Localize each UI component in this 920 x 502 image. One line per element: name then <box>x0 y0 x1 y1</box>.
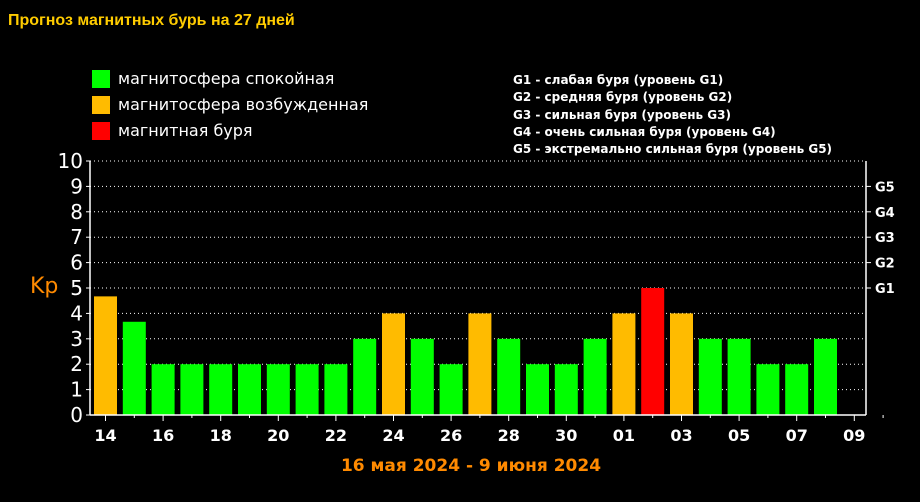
kp-bar <box>266 364 290 415</box>
g-scale-item: G5 - экстремально сильная буря (уровень … <box>513 142 833 157</box>
g-scale-item: G3 - сильная буря (уровень G3) <box>513 107 731 122</box>
y-axis-label: Kp <box>30 274 59 299</box>
kp-bar <box>583 338 607 415</box>
legend-swatch-storm <box>92 122 110 140</box>
y-tick-label: 10 <box>58 149 83 173</box>
kp-bar <box>238 364 261 415</box>
y-tick-label: 3 <box>70 327 83 351</box>
g-scale-legend: G1 - слабая буря (уровень G1) G2 - средн… <box>513 72 832 158</box>
kp-bar <box>554 364 578 415</box>
kp-bar <box>410 338 434 415</box>
kp-bar <box>468 313 492 415</box>
x-tick-label: 18 <box>210 426 232 445</box>
kp-bar <box>526 364 549 415</box>
date-range-label: 16 мая 2024 - 9 июня 2024 <box>340 456 602 476</box>
kp-bar <box>353 338 377 415</box>
y-tick-label: 0 <box>70 403 83 427</box>
g-tick-label: G3 <box>875 231 895 246</box>
legend-swatch-excited <box>92 96 110 114</box>
chart-title: Прогноз магнитных бурь на 27 дней <box>8 12 295 29</box>
y-tick-label: 1 <box>70 378 83 402</box>
kp-bar <box>122 321 146 415</box>
g-tick-label: G1 <box>875 282 895 297</box>
kp-bar <box>670 313 693 415</box>
kp-bar <box>151 364 175 415</box>
kp-bar <box>324 364 348 415</box>
g-scale-item: G4 - очень сильная буря (уровень G4) <box>513 124 776 139</box>
kp-bar <box>497 338 521 415</box>
y-tick-label: 5 <box>70 276 83 300</box>
legend-label-storm: магнитная буря <box>118 121 253 140</box>
x-tick-label: 20 <box>267 426 289 445</box>
x-tick-label: 22 <box>325 426 347 445</box>
x-tick-label: 30 <box>555 426 577 445</box>
x-tick-label: 14 <box>94 426 116 445</box>
x-tick-label: 07 <box>786 426 808 445</box>
y-tick-label: 7 <box>70 225 83 249</box>
g-tick-label: G2 <box>875 257 895 272</box>
kp-bar <box>382 313 405 415</box>
x-tick-label: 05 <box>728 426 750 445</box>
kp-bar <box>785 364 809 415</box>
g-scale-item: G2 - средняя буря (уровень G2) <box>513 90 733 105</box>
kp-bar <box>209 364 233 415</box>
g-scale-item: G1 - слабая буря (уровень G1) <box>513 73 724 87</box>
kp-bar <box>641 288 665 415</box>
x-tick-label: 28 <box>498 426 520 445</box>
x-tick-label: 16 <box>152 426 174 445</box>
x-tick-label: 26 <box>440 426 462 445</box>
y-tick-label: 8 <box>70 200 83 224</box>
kp-bar <box>180 364 204 415</box>
y-tick-label: 6 <box>70 251 83 275</box>
y-tick-label: 9 <box>70 174 83 198</box>
kp-bar <box>756 364 780 415</box>
x-tick-label: 03 <box>670 426 692 445</box>
kp-bar <box>698 338 722 415</box>
x-tick-label: 09 <box>843 426 865 445</box>
legend-label-calm: магнитосфера спокойная <box>118 69 335 88</box>
legend-label-excited: магнитосфера возбужденная <box>118 95 369 114</box>
g-tick-label: G4 <box>875 206 895 221</box>
kp-bar <box>814 338 837 415</box>
kp-bar <box>439 364 463 415</box>
x-tick-label: 24 <box>382 426 404 445</box>
y-tick-label: 2 <box>70 352 83 376</box>
kp-bar <box>727 338 751 415</box>
kp-bar <box>612 313 636 415</box>
kp-bar <box>295 364 319 415</box>
x-tick-label: 01 <box>613 426 635 445</box>
g-tick-label: G5 <box>875 180 895 195</box>
y-tick-label: 4 <box>70 301 83 325</box>
kp-bar <box>94 296 117 415</box>
legend-swatch-calm <box>92 70 110 88</box>
